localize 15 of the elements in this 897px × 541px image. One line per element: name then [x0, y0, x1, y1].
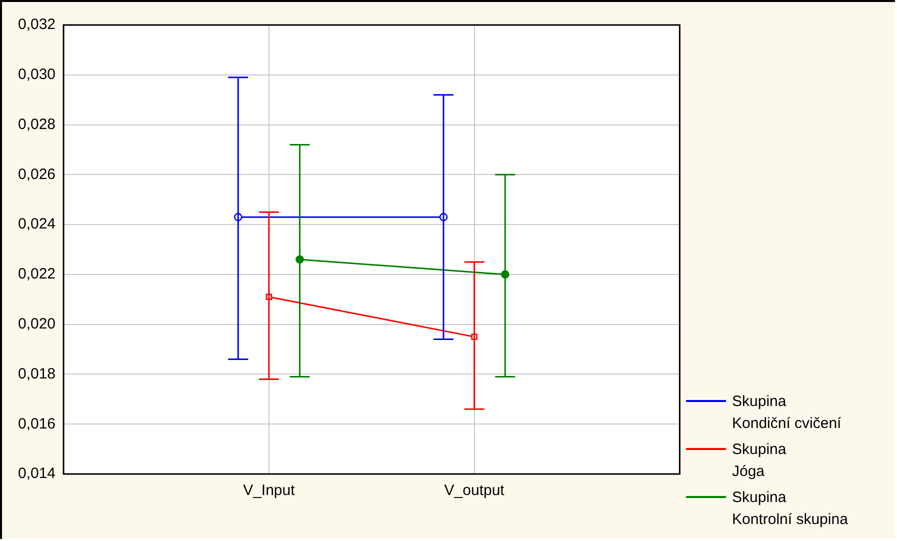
y-tick-label: 0,022	[18, 266, 56, 283]
y-tick-label: 0,030	[18, 66, 56, 84]
y-tick-label: 0,032	[18, 16, 56, 34]
legend-label: Skupina Kondiční cvičení	[732, 392, 842, 434]
y-tick-label: 0,024	[18, 216, 56, 233]
legend-label: Skupina Jóga	[732, 440, 786, 482]
x-tick-label: V_output	[444, 482, 506, 500]
y-tick-label: 0,016	[18, 415, 56, 432]
y-tick-label: 0,018	[18, 365, 56, 382]
y-tick-label: 0,028	[18, 116, 56, 133]
y-tick-label: 0,026	[18, 166, 56, 183]
y-tick-label: 0,014	[18, 465, 56, 482]
y-tick-label: 0,020	[18, 315, 56, 332]
legend-label: Skupina Kontrolní skupina	[732, 488, 848, 530]
x-tick-label: V_Input	[243, 482, 296, 500]
